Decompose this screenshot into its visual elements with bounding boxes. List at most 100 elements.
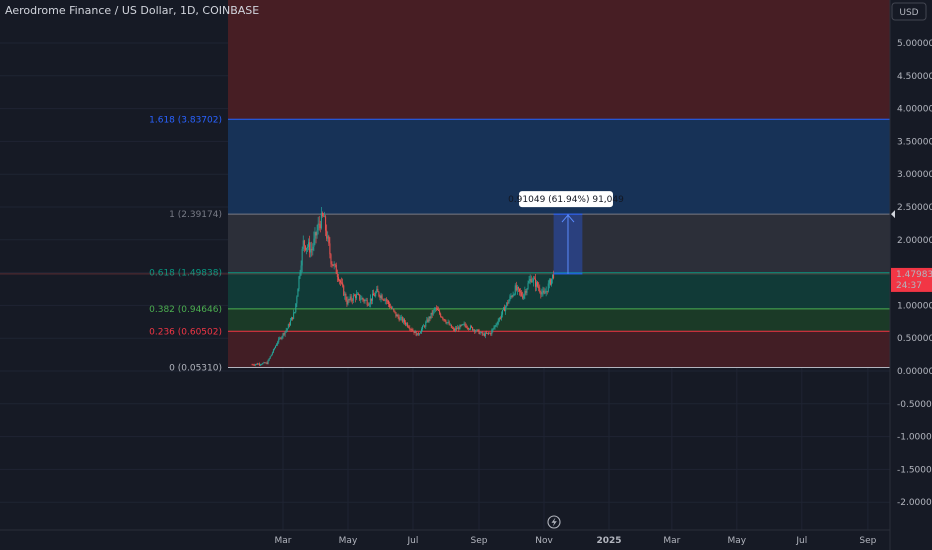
- fib-retracement[interactable]: 1.618 (3.83702)1 (2.39174)0.618 (1.49838…: [0, 0, 890, 374]
- candle: [402, 319, 404, 322]
- candle: [504, 307, 506, 312]
- candle: [387, 300, 389, 304]
- candle: [305, 247, 307, 250]
- candle: [299, 272, 301, 277]
- price-tick-label: 3.50000: [897, 137, 932, 147]
- lightning-icon[interactable]: [547, 515, 561, 529]
- candle: [347, 299, 349, 305]
- candle: [400, 317, 402, 319]
- candle: [513, 294, 515, 296]
- candle: [465, 325, 467, 328]
- candle: [281, 336, 283, 339]
- candle: [511, 296, 513, 297]
- candle: [476, 329, 478, 331]
- candle: [478, 329, 480, 334]
- candle: [467, 328, 469, 330]
- time-tick-label: Jul: [407, 536, 419, 546]
- candle: [497, 320, 499, 325]
- candle: [380, 295, 382, 298]
- candle: [342, 282, 344, 286]
- candle: [436, 308, 438, 311]
- candle: [301, 248, 303, 266]
- fib-label-1.618: 1.618 (3.83702): [149, 115, 222, 125]
- currency-button[interactable]: [891, 2, 927, 21]
- candle: [259, 363, 261, 365]
- candle: [528, 281, 530, 284]
- time-tick-label: Sep: [471, 536, 488, 546]
- candle: [466, 327, 468, 329]
- candle: [549, 279, 551, 285]
- fib-zone-0.236: [228, 331, 890, 368]
- candle: [543, 290, 545, 294]
- price-tick-label: -0.50000: [897, 400, 932, 410]
- candle: [346, 300, 348, 305]
- candle: [362, 298, 364, 300]
- candle: [322, 215, 324, 217]
- fib-axis-marker-icon: [891, 210, 895, 219]
- candle: [542, 290, 544, 293]
- candle: [483, 334, 485, 337]
- time-tick-label: Jul: [795, 536, 807, 546]
- price-tick-label: -2.00000: [897, 498, 932, 508]
- measure-label-box: [518, 191, 613, 208]
- candle: [285, 329, 287, 332]
- candle: [488, 332, 490, 334]
- candle: [420, 329, 422, 333]
- fib-label-1: 1 (2.39174): [169, 210, 222, 220]
- candle: [354, 295, 356, 299]
- candle: [537, 282, 539, 287]
- candle: [455, 328, 457, 331]
- candle: [269, 356, 271, 359]
- candle: [516, 287, 518, 291]
- candle: [527, 283, 529, 289]
- candle: [317, 223, 319, 231]
- candle: [272, 349, 274, 353]
- price-axis[interactable]: 5.00000 4.50000 4.00000 3.50000 3.00000 2.500…: [889, 0, 932, 550]
- candle: [468, 328, 470, 330]
- candle: [411, 329, 413, 331]
- candle: [383, 299, 385, 301]
- candle: [482, 334, 484, 335]
- candle: [538, 286, 540, 289]
- candle: [458, 327, 460, 330]
- candle: [454, 329, 456, 331]
- candle: [283, 333, 285, 335]
- candle: [412, 330, 414, 332]
- candle: [253, 364, 255, 366]
- candle: [352, 295, 354, 301]
- candle: [419, 332, 421, 334]
- candle: [389, 303, 391, 307]
- candle: [303, 240, 305, 246]
- candle: [548, 279, 550, 284]
- candle: [515, 285, 517, 291]
- candle: [364, 300, 366, 302]
- candle: [550, 278, 552, 285]
- candle: [338, 280, 340, 281]
- candle: [539, 288, 541, 292]
- time-tick-label: Mar: [275, 536, 292, 546]
- time-axis[interactable]: Mar May Jul Sep Nov 2025 Mar May Jul Sep: [0, 529, 890, 546]
- candle: [501, 309, 503, 315]
- candle: [503, 307, 505, 310]
- candle: [257, 363, 259, 365]
- candle: [429, 317, 431, 319]
- candle: [330, 254, 332, 264]
- candle: [343, 285, 345, 296]
- price-range-measure[interactable]: 0.91049 (61.94%) 91,049: [508, 191, 624, 275]
- candle: [514, 285, 516, 295]
- candle: [415, 331, 417, 336]
- fib-label-0: 0 (0.05310): [169, 364, 222, 374]
- candle: [365, 299, 367, 301]
- candle: [357, 294, 359, 295]
- candle: [307, 247, 309, 248]
- candle: [337, 277, 339, 281]
- candle: [510, 296, 512, 297]
- price-tick-label: 0.00000: [897, 367, 932, 377]
- candle: [266, 362, 268, 365]
- candle: [270, 354, 272, 357]
- candle: [500, 314, 502, 319]
- candle: [517, 287, 519, 289]
- candle: [381, 295, 383, 300]
- candle: [418, 333, 420, 335]
